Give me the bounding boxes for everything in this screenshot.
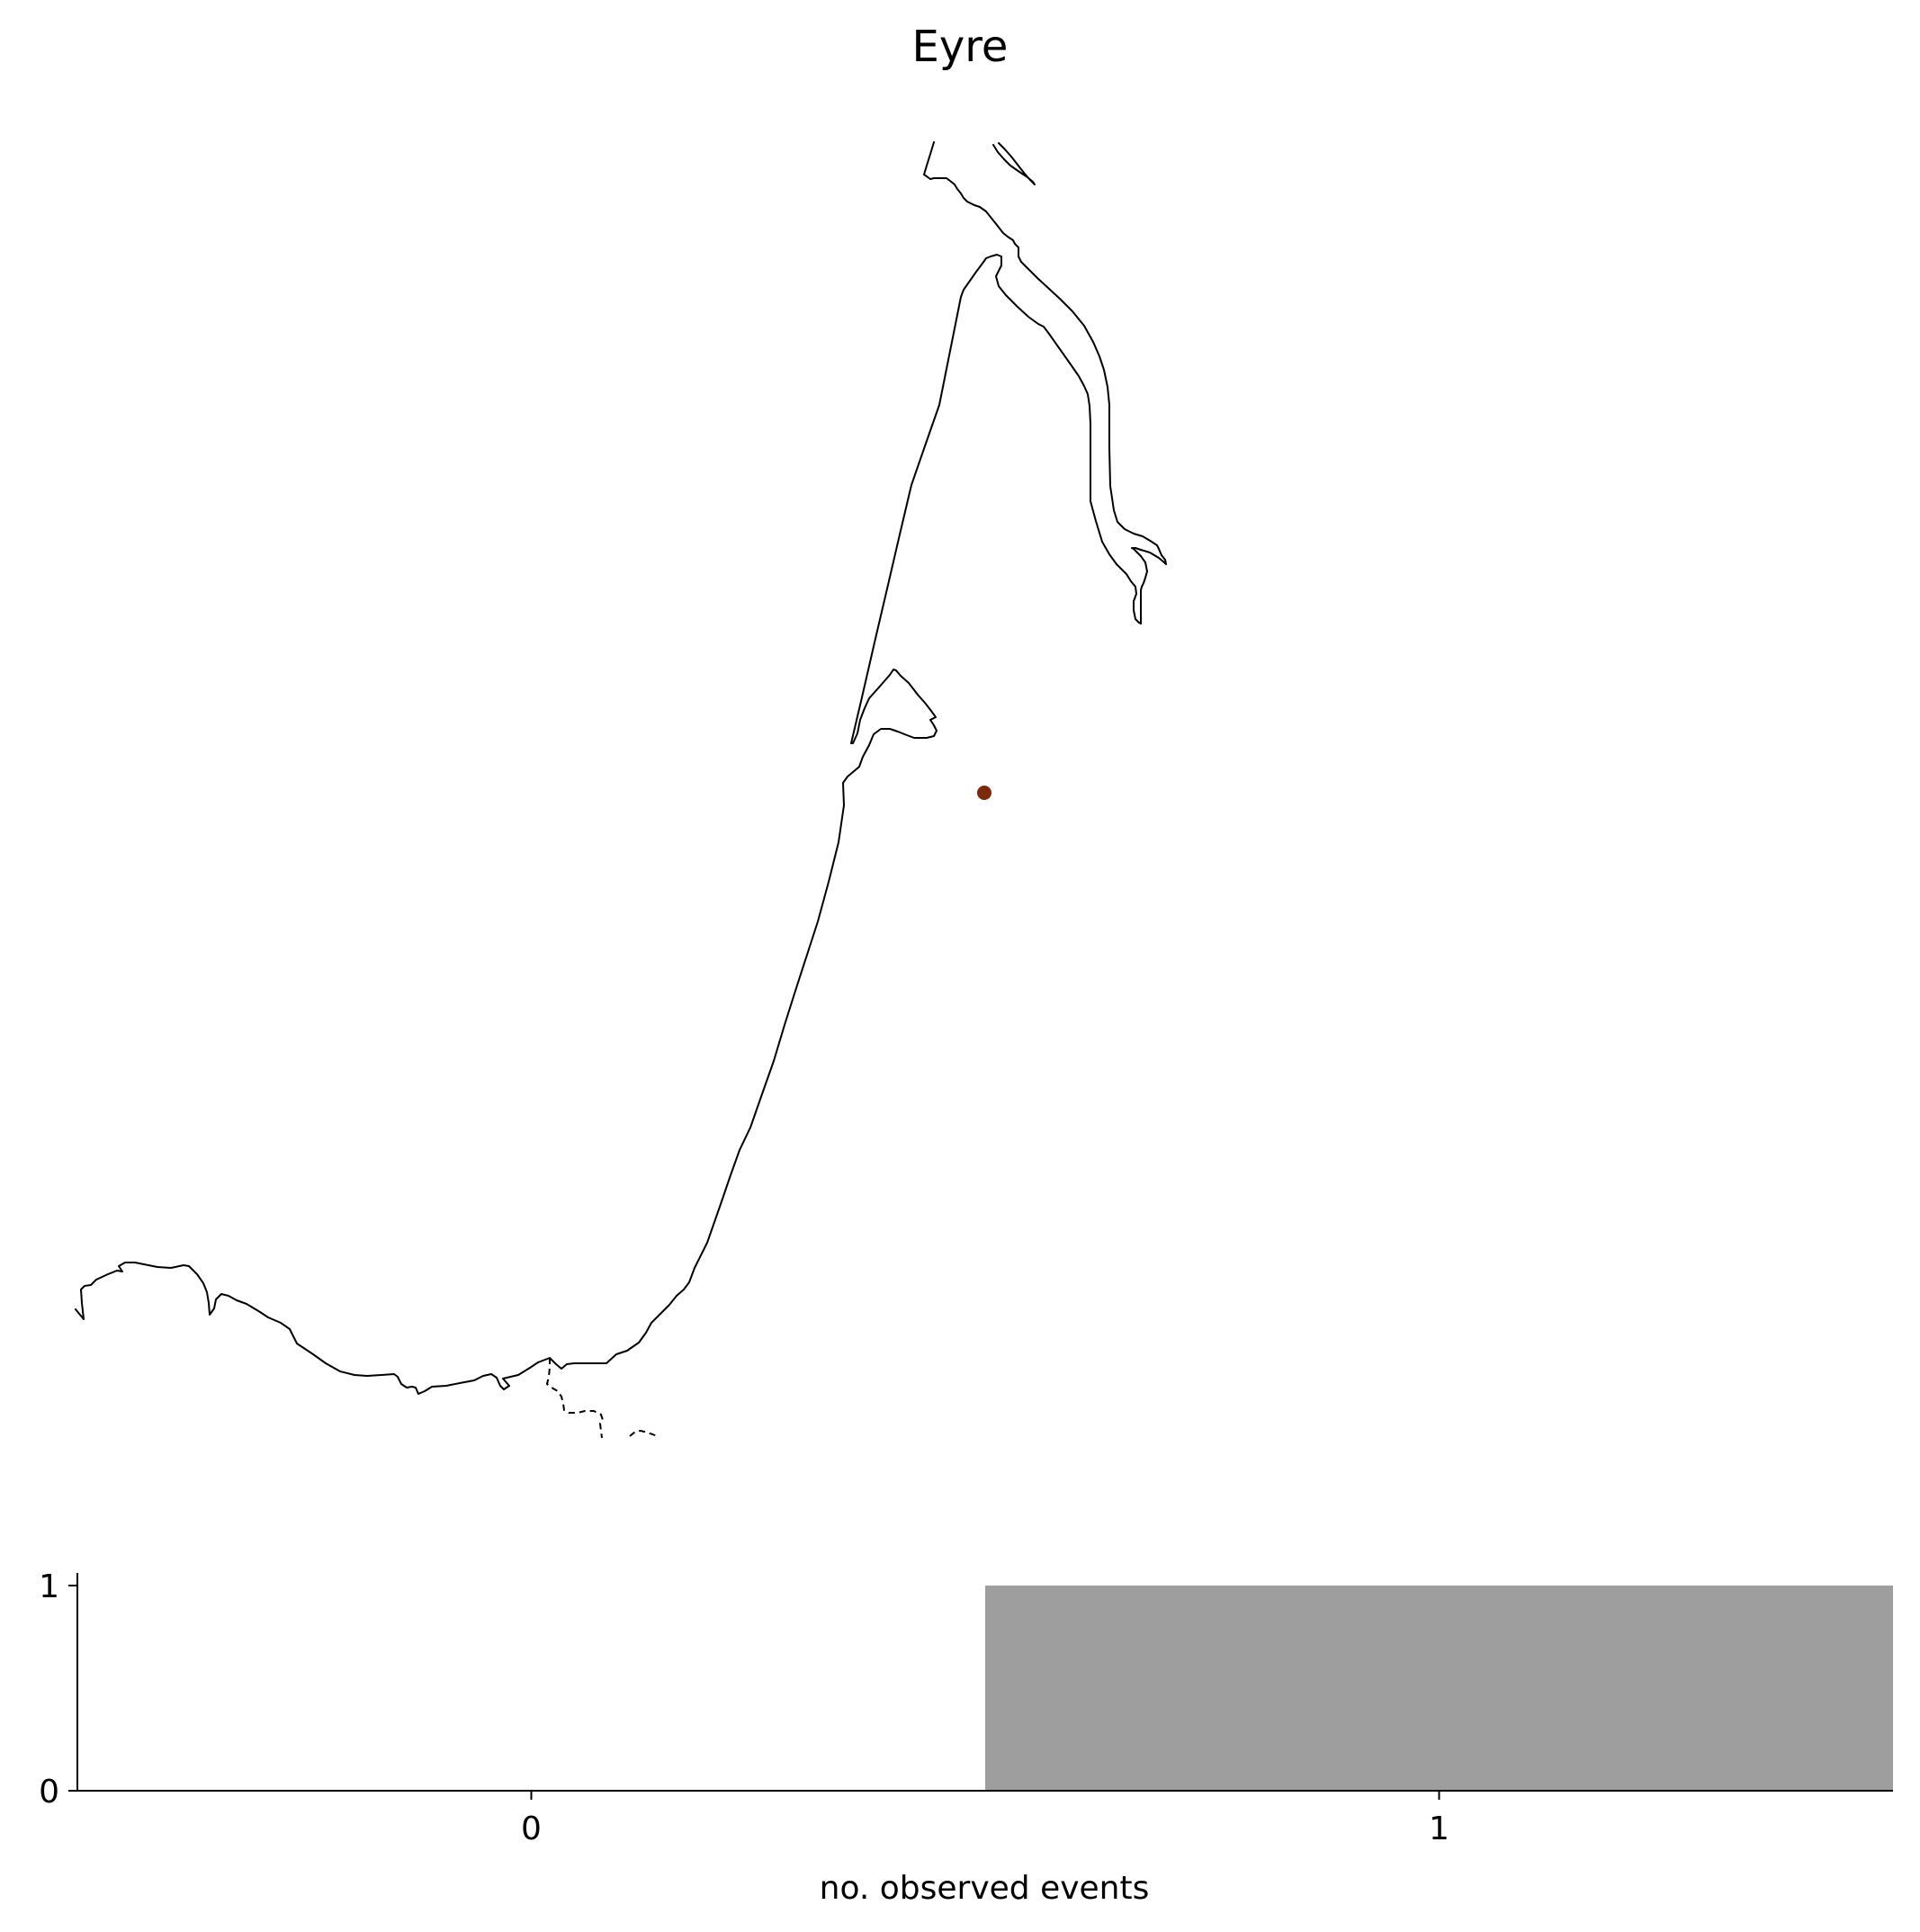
y-tick-label-1: 1 bbox=[39, 1568, 59, 1605]
histogram-bar-1 bbox=[985, 1586, 1893, 1791]
histogram-bars bbox=[985, 1586, 1893, 1791]
state-border bbox=[545, 1358, 605, 1439]
y-tick-label-0: 0 bbox=[39, 1774, 59, 1811]
x-tick-label-0: 0 bbox=[521, 1811, 542, 1847]
x-axis-label: no. observed events bbox=[820, 1870, 1150, 1907]
coastline-main bbox=[75, 141, 1167, 1395]
map-panel bbox=[75, 141, 1167, 1439]
coastline-inlet bbox=[992, 142, 1036, 185]
y-axis-ticks: 01 bbox=[39, 1568, 77, 1811]
event-marker bbox=[977, 786, 991, 800]
x-tick-label-1: 1 bbox=[1429, 1811, 1449, 1847]
state-border-segment bbox=[629, 1429, 658, 1437]
map-title: Eyre bbox=[912, 22, 1009, 72]
